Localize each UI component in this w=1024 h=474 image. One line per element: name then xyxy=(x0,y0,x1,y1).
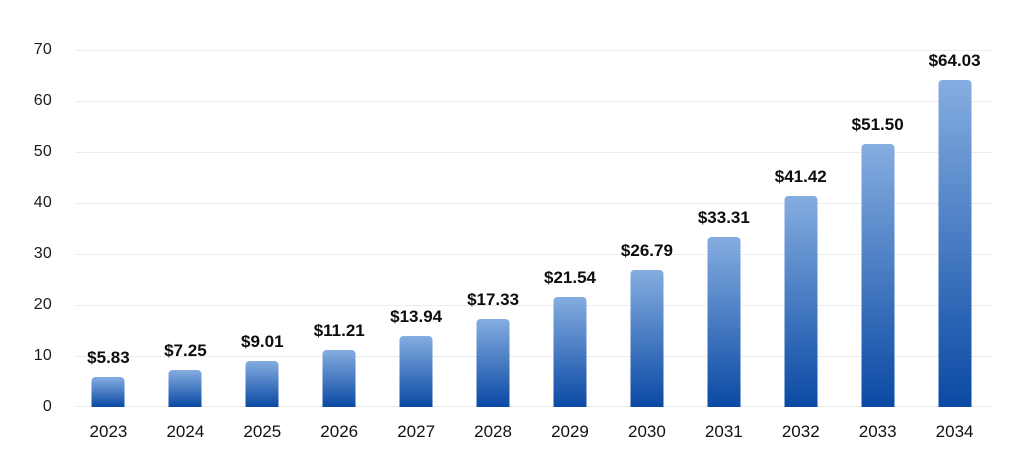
bar-value-label: $41.42 xyxy=(774,166,827,186)
x-tick-label: 2025 xyxy=(243,422,282,441)
bar-value-label: $17.33 xyxy=(467,289,520,309)
y-tick-label: 70 xyxy=(33,41,52,58)
bar xyxy=(861,144,895,407)
bar xyxy=(707,237,741,407)
y-tick-label: 0 xyxy=(42,398,52,415)
y-tick-label: 40 xyxy=(33,194,52,211)
x-tick-label: 2033 xyxy=(858,422,897,441)
gridline xyxy=(76,50,993,51)
bar-slot: $26.79 2030 xyxy=(608,50,685,441)
bar xyxy=(476,318,510,407)
bar xyxy=(168,370,202,407)
x-tick-label: 2024 xyxy=(166,422,205,441)
bar-value-label: $64.03 xyxy=(928,51,981,71)
bar xyxy=(630,270,664,407)
bar xyxy=(91,377,125,407)
x-tick-label: 2028 xyxy=(474,422,512,441)
bar-slot: $5.83 2023 xyxy=(70,50,147,441)
x-tick-label: 2023 xyxy=(89,422,128,441)
bar-value-label: $51.50 xyxy=(851,115,904,135)
bar-slot: $13.94 2027 xyxy=(378,50,455,441)
x-tick-label: 2031 xyxy=(704,422,743,441)
x-tick-label: 2029 xyxy=(551,422,589,441)
gridline xyxy=(76,101,993,102)
gridline xyxy=(76,152,993,153)
bar-slot: $33.31 2031 xyxy=(685,50,762,441)
x-tick-label: 2032 xyxy=(781,422,820,441)
y-tick-label: 30 xyxy=(33,245,52,262)
bar-slot: $9.01 2025 xyxy=(224,50,301,441)
y-tick-label: 10 xyxy=(33,347,52,364)
gridline xyxy=(76,305,993,306)
bar-slot: $64.03 2034 xyxy=(916,50,993,441)
bar-value-label: $7.25 xyxy=(164,341,207,361)
bar-slot: $17.33 2028 xyxy=(455,50,532,441)
bar xyxy=(784,195,818,407)
bar-slot: $41.42 2032 xyxy=(762,50,839,441)
bar-value-label: $33.31 xyxy=(697,208,750,228)
bar-value-label: $9.01 xyxy=(241,332,284,352)
bar-value-label: $11.21 xyxy=(313,320,365,340)
gridline xyxy=(76,254,993,255)
bar xyxy=(399,335,433,407)
bar-slot: $51.50 2033 xyxy=(839,50,916,441)
x-tick-label: 2030 xyxy=(627,422,666,441)
bar xyxy=(553,297,587,407)
bar xyxy=(938,80,972,407)
plot-area: 0 10 20 30 40 50 60 70 $5.83 2023 $7.25 2024 $9.01 2… xyxy=(34,41,993,441)
bar xyxy=(245,361,279,407)
bar-slot: $7.25 2024 xyxy=(147,50,224,441)
bar-slot: $21.54 2029 xyxy=(532,50,609,441)
y-tick-label: 60 xyxy=(33,92,52,109)
bar-value-label: $21.54 xyxy=(543,268,596,288)
bar-value-label: $26.79 xyxy=(620,241,673,261)
x-tick-label: 2034 xyxy=(935,422,974,441)
gridline xyxy=(76,406,993,407)
x-tick-label: 2026 xyxy=(320,422,359,441)
bar-slot: $11.21 2026 xyxy=(301,50,378,441)
y-tick-label: 20 xyxy=(33,296,52,313)
gridline xyxy=(76,203,993,204)
y-tick-label: 50 xyxy=(33,143,52,160)
bar xyxy=(322,349,356,407)
x-tick-label: 2027 xyxy=(397,422,436,441)
bar-value-label: $5.83 xyxy=(87,348,130,368)
gridline xyxy=(76,356,993,357)
bars-layer: $5.83 2023 $7.25 2024 $9.01 2025 $11.21 2026 $13… xyxy=(70,50,993,441)
bar-value-label: $13.94 xyxy=(390,306,443,326)
